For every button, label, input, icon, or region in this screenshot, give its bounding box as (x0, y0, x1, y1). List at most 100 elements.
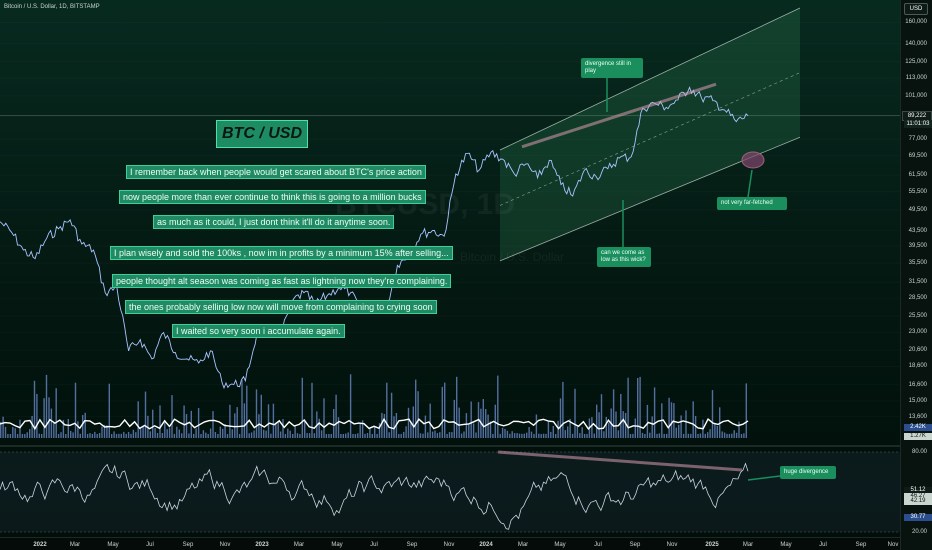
volume-bar (506, 430, 509, 438)
price-tick-label: 35,500 (908, 260, 927, 267)
volume-bar (550, 431, 552, 438)
volume-label: 1.27K (904, 433, 932, 440)
date-tick-label: May (331, 542, 343, 548)
volume-bar (313, 433, 316, 438)
volume-bar (113, 431, 115, 438)
rsi-tick-label: 20.00 (911, 529, 927, 535)
volume-bar (74, 382, 77, 438)
volume-bar (275, 422, 277, 438)
volume-bar (7, 434, 9, 438)
volume-bar (400, 433, 402, 438)
chart-title: BTC / USD (216, 120, 308, 148)
volume-bar (489, 421, 492, 438)
volume-bar (127, 431, 130, 438)
volume-bar (188, 433, 190, 438)
volume-bar (513, 433, 516, 438)
callout-far-fetched: not very far-fetched (717, 197, 787, 210)
volume-bar (745, 383, 747, 438)
volume-bar (349, 374, 352, 438)
volume-bar (509, 433, 511, 438)
price-axis[interactable]: USD 160,000 140,000 125,000 113,000 101,000 8… (900, 0, 932, 550)
volume-bar (675, 427, 677, 438)
volume-bar (258, 414, 260, 438)
volume-bar (487, 414, 489, 438)
volume-bar (86, 434, 89, 438)
volume-bar (393, 416, 395, 438)
target-zone-marker (741, 151, 765, 169)
volume-bar (424, 415, 427, 438)
volume-bar (434, 430, 436, 438)
volume-bar (576, 425, 579, 438)
volume-bar (591, 417, 593, 438)
volume-bar (195, 428, 197, 438)
volume-bar (535, 414, 538, 438)
volume-bar (340, 434, 342, 438)
volume-bar (212, 411, 214, 438)
date-tick-label: May (107, 542, 119, 548)
volume-bar (687, 433, 690, 438)
note-2: now people more than ever continue to th… (119, 190, 426, 204)
volume-bar (120, 433, 122, 438)
price-tick-label: 16,600 (908, 381, 927, 388)
volume-bar (723, 432, 726, 438)
price-tick-label: 113,000 (905, 74, 927, 81)
volume-bar (716, 425, 718, 438)
volume-bar (164, 420, 166, 438)
volume-bar (526, 432, 528, 438)
volume-bar (345, 433, 347, 438)
volume-bar (108, 383, 110, 438)
volume-bar (202, 430, 205, 438)
date-tick-label: 2025 (705, 542, 719, 548)
volume-bar (364, 433, 366, 438)
volume-bar (740, 434, 743, 438)
volume-bar (130, 433, 132, 438)
volume-bar (596, 404, 598, 438)
volume-bar (627, 377, 629, 438)
volume-bar (181, 433, 183, 438)
volume-bar (670, 402, 673, 438)
volume-label: 2.42K (904, 424, 932, 431)
volume-bar (323, 398, 325, 438)
volume-bar (248, 433, 250, 438)
volume-bar (472, 423, 475, 438)
volume-bar (224, 424, 226, 438)
currency-label[interactable]: USD (904, 3, 928, 15)
volume-bar (448, 432, 451, 438)
volume-bar (200, 434, 202, 438)
volume-bar (229, 404, 231, 438)
price-chart-svg[interactable] (0, 0, 900, 537)
date-tick-label: Sep (182, 542, 194, 548)
volume-bar (494, 404, 496, 438)
volume-bar (427, 432, 429, 438)
volume-bar (451, 432, 453, 438)
volume-bar (726, 433, 728, 438)
volume-bar (176, 426, 178, 438)
volume-bar (4, 426, 7, 438)
volume-bar (361, 420, 364, 438)
volume-bar (569, 418, 571, 438)
volume-bar (272, 403, 275, 438)
symbol-header: Bitcoin / U.S. Dollar, 1D, BITSTAMP (4, 4, 100, 10)
volume-bar (639, 376, 641, 438)
volume-bar (735, 432, 738, 438)
date-tick-label: Nov (443, 542, 455, 548)
volume-bar (65, 434, 67, 438)
volume-bar (31, 415, 33, 438)
price-tick-label: 101,000 (905, 92, 927, 99)
date-axis[interactable]: 2022 Mar May Jul Sep Nov 2023 Mar May Jul Sep Nov 20… (0, 537, 900, 550)
volume-bar (369, 427, 371, 438)
price-tick-label: 160,000 (905, 19, 927, 26)
volume-bar (690, 433, 692, 438)
rsi-tick-label: 80.00 (911, 449, 927, 455)
volume-bar (263, 429, 265, 438)
volume-bar (719, 407, 721, 438)
volume-bar (115, 434, 118, 438)
date-tick-label: Mar (517, 542, 529, 548)
volume-bar (311, 382, 313, 438)
volume-bar (101, 426, 103, 438)
volume-bar (207, 434, 209, 438)
volume-bar (250, 432, 253, 438)
channel-upper-line (499, 7, 801, 151)
volume-bar (347, 432, 349, 438)
